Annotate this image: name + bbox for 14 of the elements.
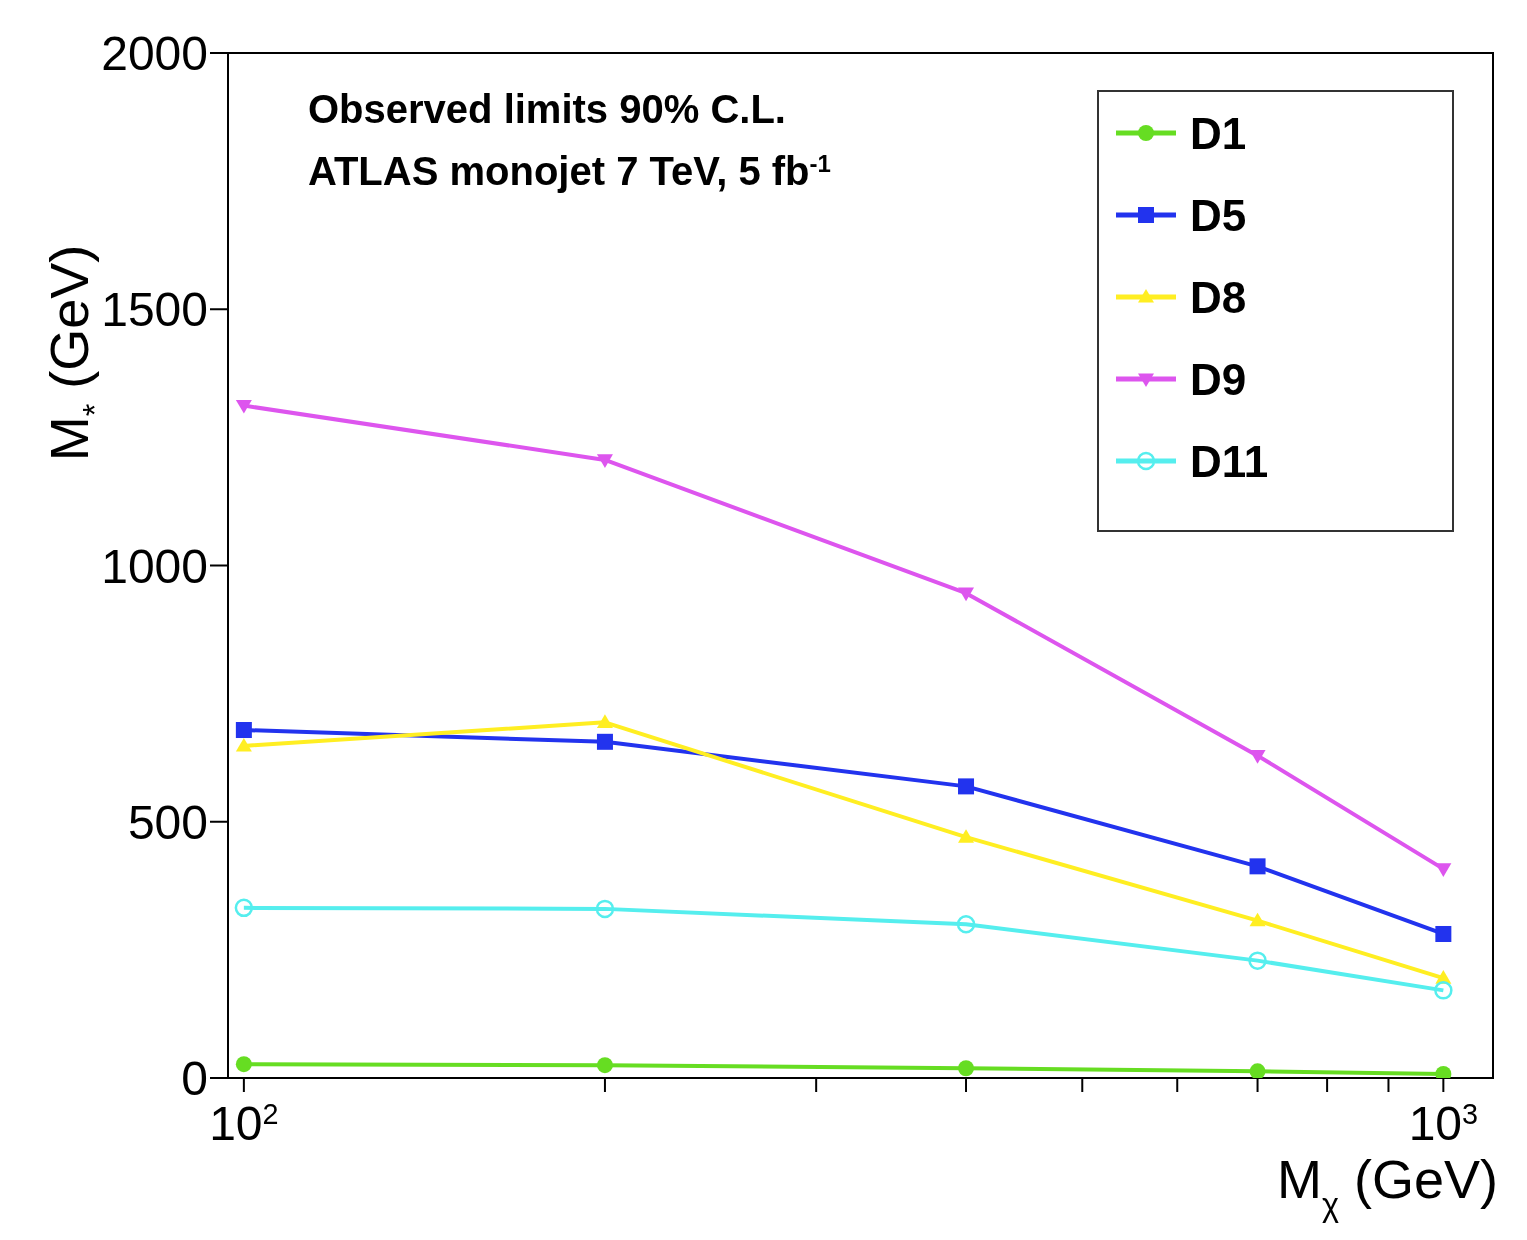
legend-label: D1 — [1190, 109, 1247, 158]
legend-label: D9 — [1190, 355, 1247, 404]
x-tick-label: 10$^{3}$ — [1408, 1097, 1479, 1150]
legend-label: D11 — [1190, 437, 1269, 486]
y-tick-label: 500 — [127, 795, 208, 849]
annotation: Observed limits 90% C.L. — [308, 87, 786, 131]
y-tick-label: 2000 — [101, 27, 208, 81]
legend-label: D8 — [1190, 273, 1247, 322]
legend-label: D5 — [1190, 191, 1247, 240]
annotation: ATLAS monojet 7 TeV, 5 fb$^{-1}$ — [308, 149, 831, 193]
x-tick-label: 10$^{2}$ — [209, 1097, 279, 1150]
y-tick-label: 1000 — [101, 539, 208, 593]
x-axis-title: M$_{χ}$ (GeV) — [1276, 1149, 1498, 1223]
y-tick-label: 0 — [181, 1052, 208, 1106]
